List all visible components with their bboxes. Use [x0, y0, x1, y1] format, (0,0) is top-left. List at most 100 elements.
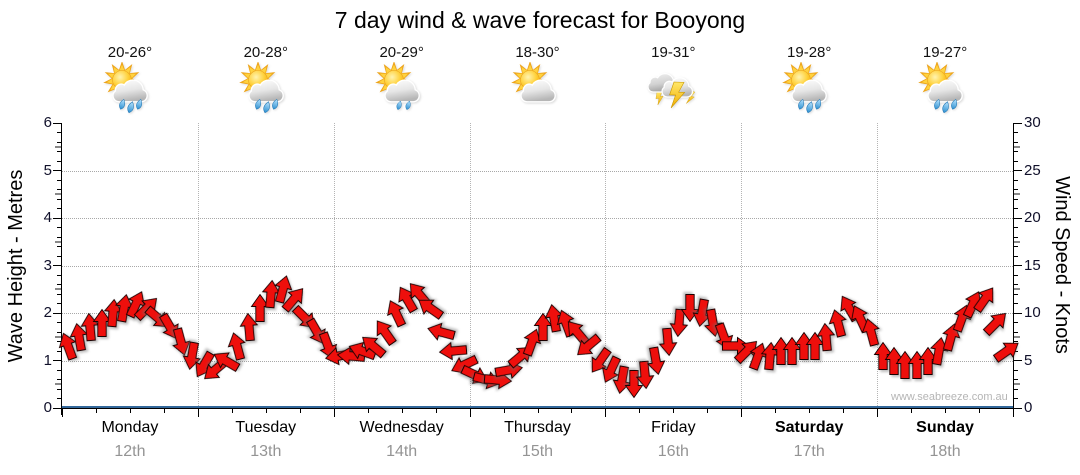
left-axis-tick-label: 5 [43, 161, 52, 179]
wind-arrow [982, 312, 1007, 336]
right-axis-tick [1014, 227, 1018, 228]
left-axis-tick [53, 312, 61, 314]
right-axis-tick [1014, 322, 1018, 323]
wind-arrow [658, 327, 678, 356]
right-axis-tick [1014, 132, 1018, 133]
left-axis-tick [57, 255, 61, 257]
day-boundary-gridline [469, 123, 471, 408]
right-axis-tick [1014, 360, 1022, 361]
horizontal-gridline [62, 218, 1013, 219]
day-date: 16th [657, 443, 689, 460]
right-axis-tick [1014, 398, 1018, 399]
right-axis-tick-label: 10 [1024, 304, 1041, 321]
left-axis-line [61, 123, 62, 415]
day-boundary-gridline [877, 123, 879, 408]
day-boundary-gridline [197, 123, 199, 408]
right-axis-tick [1014, 151, 1018, 152]
horizontal-gridline [62, 265, 1013, 267]
wind-arrow [58, 332, 77, 361]
sun-cloud-rain-icon [103, 61, 148, 114]
day-boundary-gridline [741, 123, 743, 408]
bottom-axis-tick [197, 409, 199, 417]
left-axis-tick [55, 145, 61, 148]
bottom-axis-tick [945, 409, 947, 413]
left-axis-tick [57, 369, 61, 371]
left-axis-tick [57, 141, 61, 143]
left-axis-tick [57, 151, 61, 152]
left-axis-tick [57, 208, 61, 209]
wind-arrow [376, 320, 397, 347]
right-axis-tick [1014, 189, 1018, 190]
right-axis-tick [1014, 255, 1018, 257]
wind-arrow [602, 355, 622, 383]
day-name: Monday [101, 419, 159, 436]
bottom-axis-line [54, 408, 1013, 409]
right-axis-tick [1014, 141, 1018, 143]
left-axis-tick [57, 198, 61, 200]
left-axis-tick-label: 6 [43, 114, 52, 131]
weather-icon-holder [645, 62, 701, 114]
wind-arrow [591, 346, 612, 373]
right-axis-tick [1014, 198, 1018, 200]
day-date: 17th [793, 443, 825, 460]
right-axis-tick [1014, 331, 1018, 333]
left-axis-tick [57, 350, 61, 352]
sun-cloud-light-rain-icon [374, 61, 420, 110]
left-axis-tick [57, 303, 61, 304]
wind-arrow [862, 318, 881, 347]
left-axis-tick [53, 360, 61, 361]
right-axis-tick [1014, 274, 1018, 276]
left-axis-tick [57, 236, 61, 238]
wind-arrow [362, 337, 388, 359]
right-axis-tick [1014, 240, 1020, 243]
right-axis-tick [1014, 312, 1022, 314]
bottom-axis-tick [741, 409, 743, 417]
left-axis-tick [57, 398, 61, 399]
day-headers: 20-26° 20-28° 20-29° 18-30° 19-31° 19-28° 19-2… [0, 0, 1080, 120]
left-axis-tick [57, 227, 61, 228]
wind-arrow [348, 341, 377, 361]
right-axis-tick-label: 5 [1024, 351, 1033, 369]
bottom-axis-tick [911, 409, 913, 413]
left-axis-tick-label: 1 [43, 351, 52, 369]
sun-cloud-rain-icon [238, 61, 284, 114]
left-axis-tick [57, 179, 61, 181]
right-axis-tick [1014, 265, 1022, 266]
left-axis-tick [55, 288, 61, 291]
bottom-axis-tick [62, 409, 63, 417]
bottom-axis-tick [537, 409, 539, 413]
right-axis-line [1013, 123, 1014, 415]
day-name: Tuesday [235, 419, 297, 436]
bottom-axis-tick [435, 409, 437, 413]
bottom-axis-tick [265, 409, 267, 413]
day-temp-range: 19-27° [922, 44, 968, 61]
day-temp-range: 20-29° [379, 44, 424, 61]
wind-arrow [635, 360, 655, 389]
right-axis-tick-label: 0 [1024, 399, 1033, 416]
left-axis-tick [57, 284, 61, 285]
weather-icon-holder [374, 61, 430, 114]
day-date: 12th [114, 443, 146, 460]
right-axis-tick [1014, 407, 1022, 409]
right-axis-tick [1014, 193, 1020, 196]
wind-arrow [522, 328, 541, 357]
sun-cloud-rain-icon [918, 61, 963, 114]
day-name: Sunday [916, 419, 974, 436]
chart-title: 7 day wind & wave forecast for Booyong [334, 7, 746, 33]
left-axis-tick-label: 0 [43, 399, 52, 416]
sun-cloud-icon [510, 61, 556, 103]
left-axis-tick [57, 246, 61, 247]
bottom-axis-tick [809, 409, 811, 413]
weather-icon-holder [102, 61, 158, 114]
weather-icon-holder [917, 61, 973, 114]
horizontal-gridline [62, 360, 1013, 362]
day-temp-range: 19-28° [787, 44, 832, 61]
thunderstorm-icon [647, 72, 696, 109]
day-date: 15th [521, 443, 554, 460]
left-axis-tick [57, 293, 61, 295]
right-axis-tick [1014, 350, 1018, 352]
left-axis-tick [53, 265, 61, 266]
wind-arrow [993, 342, 1020, 363]
right-axis-tick [1014, 383, 1020, 386]
